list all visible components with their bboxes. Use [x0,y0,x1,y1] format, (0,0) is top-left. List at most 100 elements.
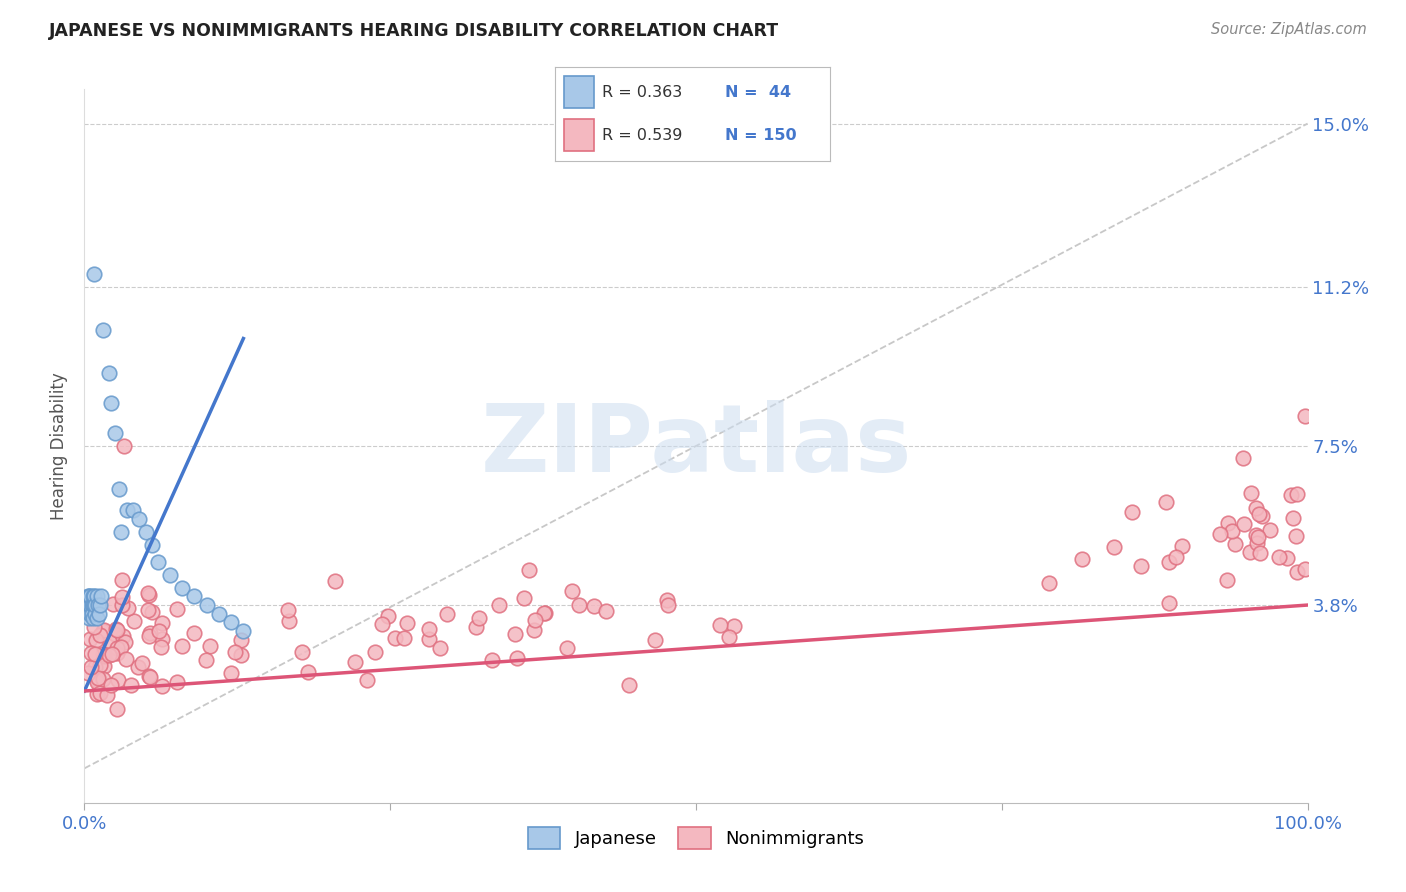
Point [138,603,160,617]
Point [232,624,254,638]
Point [120,677,142,691]
Point [77,611,100,625]
Point [76,598,98,612]
Point [219,615,242,630]
Point [150,640,173,654]
Point [582,599,605,614]
Point [82,611,104,625]
Text: Source: ZipAtlas.com: Source: ZipAtlas.com [1211,22,1367,37]
Point [1216,574,1239,588]
Point [1246,536,1268,550]
Point [1102,540,1125,554]
Point [82,598,104,612]
Point [91,672,114,686]
Point [105,640,128,655]
Point [392,631,415,645]
Point [1159,597,1181,611]
Point [377,609,399,624]
Point [344,655,367,669]
Point [79,598,101,612]
Legend: Japanese, Nonimmigrants: Japanese, Nonimmigrants [519,818,873,858]
Point [86,674,108,689]
Point [356,673,378,687]
Point [104,627,127,641]
Point [219,665,242,680]
Point [1247,507,1270,521]
Point [139,670,162,684]
Point [323,574,346,588]
Point [1121,505,1143,519]
Bar [564,77,593,108]
Point [396,615,419,630]
Point [84,607,107,621]
Point [364,645,387,659]
Point [79,632,101,646]
Point [291,645,314,659]
Point [709,618,731,632]
Point [83,267,105,281]
Point [79,607,101,621]
Point [384,631,406,645]
Point [79,590,101,604]
Point [655,592,678,607]
Point [561,583,583,598]
Point [89,598,111,612]
Point [1244,528,1267,542]
Point [523,613,546,627]
Point [86,673,108,688]
Point [488,599,510,613]
Point [80,598,103,612]
Point [86,590,108,604]
Point [1244,500,1267,515]
Point [512,591,534,606]
Point [136,586,159,600]
Point [138,629,160,643]
Point [208,607,231,621]
Point [107,673,129,687]
Point [100,396,122,410]
Text: JAPANESE VS NONIMMIGRANTS HEARING DISABILITY CORRELATION CHART: JAPANESE VS NONIMMIGRANTS HEARING DISABI… [49,22,779,40]
Point [82,590,104,604]
Point [138,588,160,602]
Point [481,653,503,667]
Point [97,648,120,662]
Point [1157,555,1180,569]
Point [122,615,145,629]
Text: N = 150: N = 150 [725,128,797,143]
Point [1216,516,1239,530]
Point [198,639,221,653]
Text: ZIPatlas: ZIPatlas [481,400,911,492]
Point [1258,523,1281,537]
Point [111,573,134,587]
Point [127,660,149,674]
Point [131,657,153,671]
Point [183,626,205,640]
Point [86,611,108,625]
Point [1240,486,1263,500]
Point [717,630,740,644]
Point [105,623,128,637]
Point [1285,565,1308,579]
Point [105,646,128,660]
Point [519,563,541,577]
Point [105,702,128,716]
Point [557,641,579,656]
Bar [564,120,593,152]
Point [115,503,138,517]
Point [103,597,125,611]
Point [84,660,107,674]
Point [115,652,138,666]
Point [112,439,135,453]
Point [77,665,100,680]
Point [105,622,128,636]
Point [1239,545,1261,559]
Point [194,653,217,667]
Point [107,482,129,496]
Y-axis label: Hearing Disability: Hearing Disability [49,372,67,520]
Point [436,607,458,622]
Point [1294,409,1316,423]
Point [1285,486,1308,500]
Point [1071,552,1094,566]
Point [138,668,160,682]
Point [138,626,160,640]
